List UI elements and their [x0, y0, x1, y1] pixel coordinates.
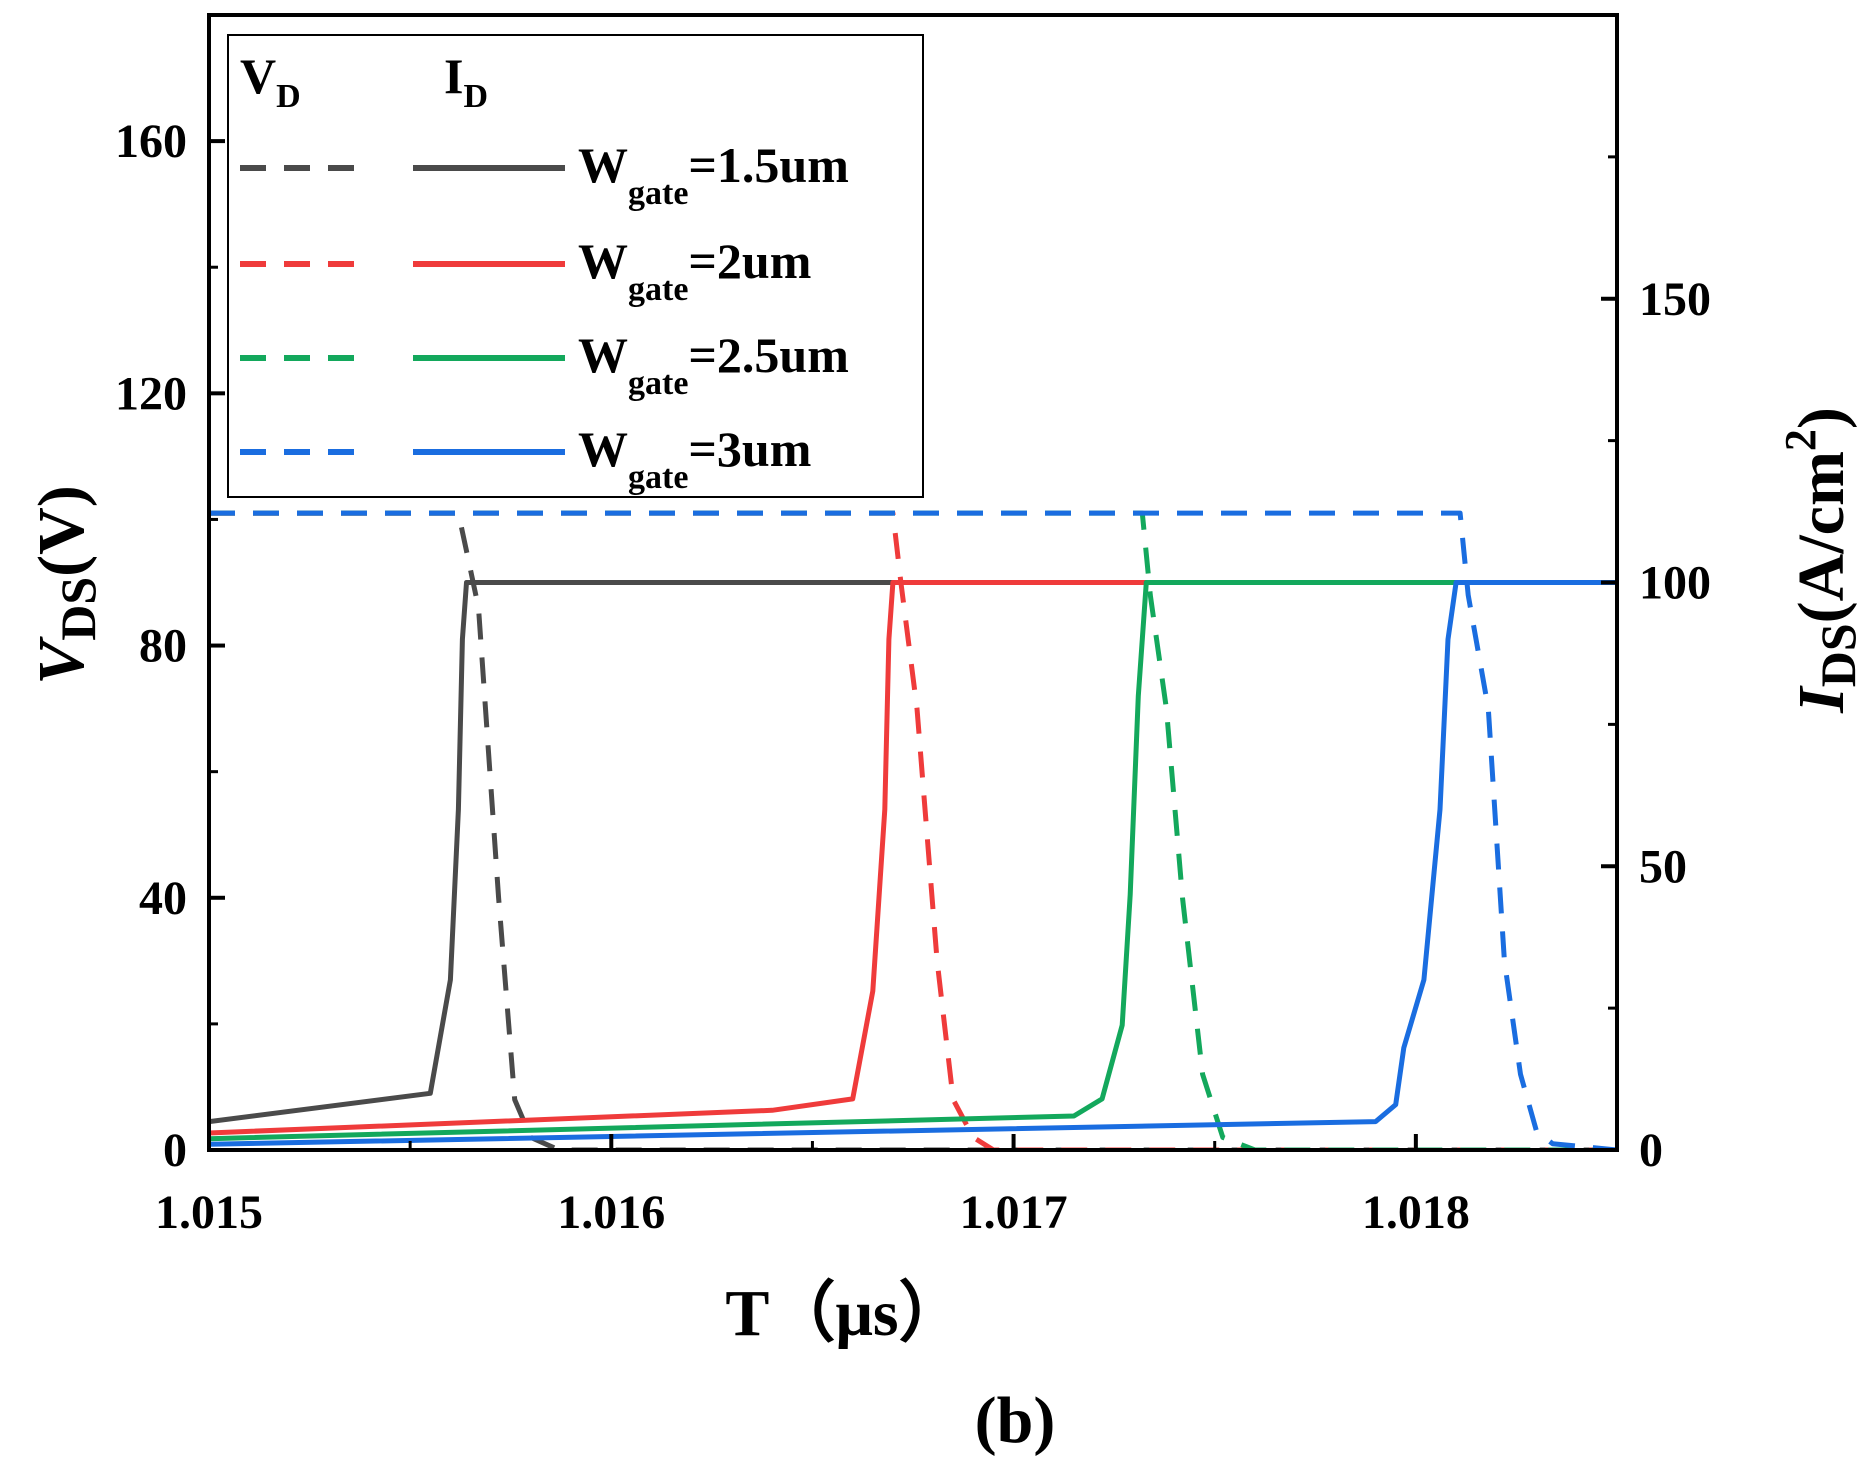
id-series-w1-5	[209, 580, 1617, 1125]
series-layer	[209, 510, 1617, 1150]
legend-header-vd: VD	[240, 48, 301, 115]
vd-series-w3	[209, 510, 1617, 1150]
y-right-tick-label: 150	[1639, 273, 1711, 326]
legend-label-w2-5: Wgate=2.5um	[578, 327, 849, 402]
legend: VD ID Wgate=1.5umWgate=2umWgate=2.5umWga…	[227, 34, 924, 498]
y-left-tick-label: 120	[115, 367, 187, 420]
ticks-layer: 1.015 1.016 1.017 1.018 0 40 80 120 160 0 50 100 150	[115, 115, 1711, 1239]
plot-frame	[207, 13, 1619, 1152]
y-right-tick-label: 0	[1639, 1124, 1663, 1177]
id-series-w2	[209, 580, 1617, 1136]
vd-series-w1-5	[209, 510, 1617, 1150]
legend-label-w1-5: Wgate=1.5um	[578, 137, 849, 212]
y-left-tick-label: 40	[139, 872, 187, 925]
y-left-axis-title: VDS(V)	[25, 485, 106, 685]
legend-label-w3: Wgate=3um	[578, 421, 811, 496]
y-right-tick-label: 100	[1639, 557, 1711, 610]
series-group	[209, 510, 1617, 1150]
y-right-tick-label: 50	[1639, 840, 1687, 893]
x-tick-label: 1.017	[960, 1186, 1068, 1239]
y-right-axis-title: IDS(A/cm2)	[1776, 407, 1866, 714]
y-left-tick-label: 160	[115, 115, 187, 168]
y-left-tick-label: 80	[139, 620, 187, 673]
x-tick-label: 1.018	[1362, 1186, 1470, 1239]
x-tick-label: 1.015	[155, 1186, 263, 1239]
legend-label-w2: Wgate=2um	[578, 233, 811, 308]
x-axis-title: T（μs）	[725, 1276, 964, 1350]
vd-series-w2	[209, 510, 1617, 1150]
id-series-w3	[209, 580, 1617, 1147]
vd-series-w2-5	[209, 510, 1617, 1150]
figure-panel-label: (b)	[975, 1384, 1056, 1457]
x-tick-label: 1.016	[557, 1186, 665, 1239]
legend-entries: Wgate=1.5um Wgate=2um Wgate=2.5um Wgate=3um	[240, 137, 849, 496]
y-left-tick-label: 0	[163, 1124, 187, 1177]
id-series-w2-5	[209, 580, 1617, 1142]
legend-header-id: ID	[444, 48, 488, 115]
